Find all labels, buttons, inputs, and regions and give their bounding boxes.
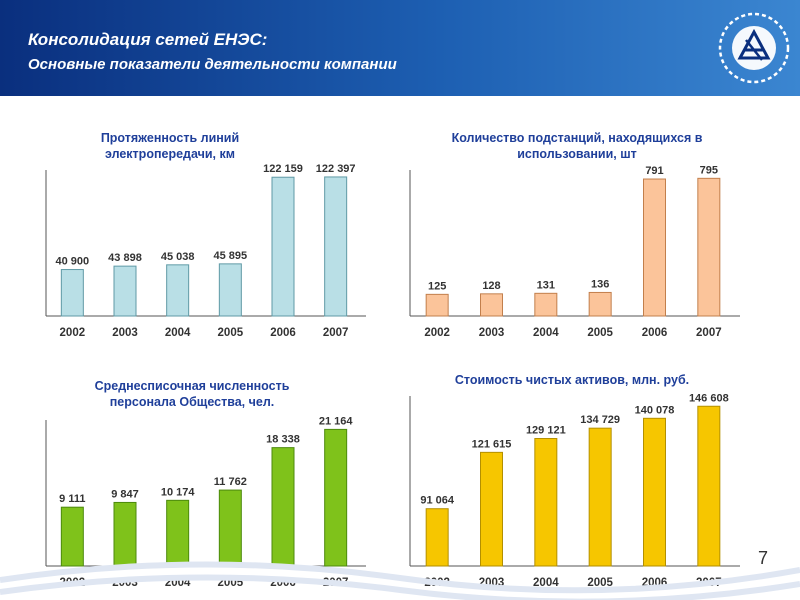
data-label: 129 121 [526,425,566,437]
data-label: 134 729 [580,414,620,426]
company-logo-icon [718,12,790,84]
x-tick-label: 2003 [112,327,138,339]
x-tick-label: 2005 [587,327,613,339]
data-label: 10 174 [161,486,196,498]
bar-2002 [60,269,84,317]
bar-2005 [218,263,242,317]
data-label: 18 338 [266,434,300,446]
bar-2004 [534,438,558,567]
data-label: 9 847 [111,488,139,500]
x-tick-label: 2005 [218,327,244,339]
x-tick-label: 2007 [323,327,349,339]
x-tick-label: 2002 [60,327,86,339]
data-label: 122 397 [316,163,356,175]
x-tick-label: 2005 [587,577,613,589]
data-label: 45 038 [161,251,195,263]
data-label: 121 615 [472,438,512,450]
bar-2005 [588,291,612,317]
data-label: 140 078 [635,404,675,416]
x-tick-label: 2004 [533,327,559,339]
header-banner: Консолидация сетей ЕНЭС: Основные показа… [0,0,800,96]
data-label: 40 900 [56,256,90,268]
chart-substations: 125 2002 128 2003 131 2004 136 2005 791 2006 795 20… [409,164,740,339]
bar-2002 [60,506,84,567]
decorative-stripes [0,561,800,600]
data-label: 128 [482,280,500,292]
page-subtitle: Основные показатели деятельности компани… [28,56,397,73]
bar-2007 [324,428,348,567]
chart-title-net-assets: Стоимость чистых активов, млн. руб. [454,373,690,387]
x-tick-label: 2004 [165,327,191,339]
bar-2004 [534,292,558,317]
data-label: 9 111 [59,493,85,505]
data-label: 131 [537,279,555,291]
bar-2006 [643,178,666,317]
bar-2003 [113,265,137,317]
bar-2005 [588,427,612,567]
chart-title-staff: Среднесписочная численность персонала Об… [94,379,290,409]
data-label: 91 064 [420,495,455,507]
x-tick-label: 2006 [270,327,296,339]
chart-title-lines: Протяженность линий электропередачи, км [100,131,240,161]
data-label: 122 159 [263,163,303,175]
data-label: 21 164 [319,415,354,427]
x-tick-label: 2002 [424,327,450,339]
x-tick-label: 2006 [642,327,668,339]
bar-2006 [643,417,666,567]
bar-2007 [324,176,348,317]
page-number: 7 [758,548,769,568]
x-tick-label: 2003 [479,327,505,339]
bar-2007 [697,405,721,567]
bar-2007 [697,177,721,317]
bar-2004 [166,264,190,317]
x-tick-label: 2007 [696,327,722,339]
data-label: 136 [591,278,609,290]
bar-2002 [425,293,449,317]
data-label: 125 [428,280,446,292]
data-label: 43 898 [108,252,142,264]
chart-title-substations: Количество подстанций, находящихся в исп… [451,131,703,161]
data-label: 45 895 [214,250,248,262]
bar-2006 [271,176,295,317]
data-label: 795 [700,164,718,176]
chart-lines: 40 900 2002 43 898 2003 45 038 2004 45 895 2005… [45,163,366,339]
bar-2003 [480,293,503,317]
data-label: 11 762 [214,476,247,488]
data-label: 146 608 [689,392,729,404]
bar-2002 [425,508,449,567]
data-label: 791 [645,165,663,177]
bar-2003 [480,451,503,567]
x-tick-label: 2004 [533,577,559,589]
page-title: Консолидация сетей ЕНЭС: [28,30,268,49]
